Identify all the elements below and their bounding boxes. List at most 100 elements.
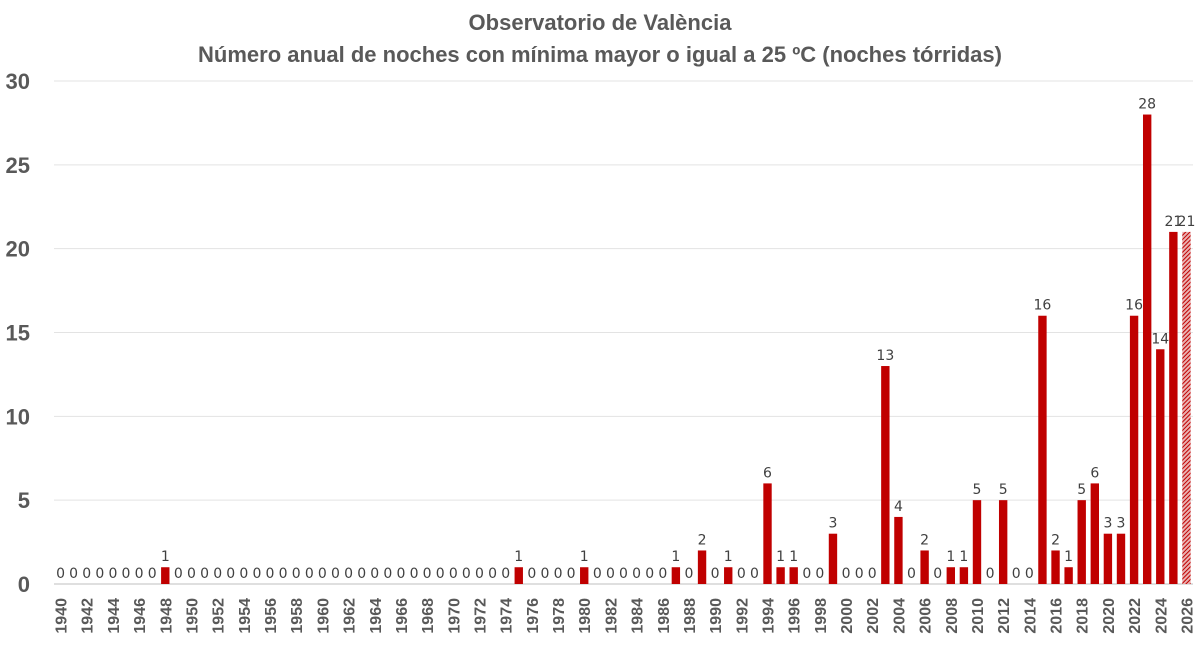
data-label: 0 [56, 566, 65, 582]
data-label: 0 [148, 566, 157, 582]
x-tick-label: 1948 [158, 598, 175, 634]
x-tick-label: 1954 [237, 598, 254, 634]
x-tick-label: 2026 [1179, 598, 1196, 634]
x-tick-label: 1974 [499, 598, 516, 634]
y-tick-label: 5 [18, 488, 30, 513]
data-label: 6 [763, 465, 772, 481]
data-label: 0 [122, 566, 131, 582]
data-label: 0 [632, 566, 641, 582]
data-label: 0 [292, 566, 301, 582]
data-label: 13 [876, 348, 894, 364]
x-tick-label: 2016 [1049, 598, 1066, 634]
x-axis: 1940 1942 1944 1946 1948 1950 1952 1954 1956 1958… [54, 598, 1197, 634]
data-label: 0 [540, 566, 549, 582]
x-tick-label: 1980 [577, 598, 594, 634]
x-tick-label: 1962 [342, 598, 359, 634]
bar [1169, 231, 1178, 584]
bar [946, 567, 955, 584]
chart-subtitle: Número anual de noches con mínima mayor … [198, 42, 1002, 67]
data-label: 0 [475, 566, 484, 582]
data-label: 0 [933, 566, 942, 582]
y-tick-label: 20 [6, 237, 30, 262]
x-tick-label: 1956 [263, 598, 280, 634]
data-label: 0 [174, 566, 183, 582]
x-tick-label: 2006 [918, 598, 935, 634]
bar [763, 483, 772, 584]
x-tick-label: 1978 [551, 598, 568, 634]
data-label: 0 [69, 566, 78, 582]
bar [776, 567, 785, 584]
y-tick-label: 15 [6, 321, 30, 346]
data-label: 0 [318, 566, 327, 582]
x-tick-label: 1986 [656, 598, 673, 634]
data-label: 0 [423, 566, 432, 582]
data-label: 0 [357, 566, 366, 582]
x-tick-label: 1960 [315, 598, 332, 634]
y-tick-label: 25 [6, 153, 30, 178]
data-label: 0 [986, 566, 995, 582]
bar [1103, 533, 1113, 584]
data-label: 3 [1103, 516, 1112, 532]
x-tick-label: 2002 [865, 598, 882, 634]
data-label: 0 [501, 566, 510, 582]
x-tick-label: 2000 [839, 598, 856, 634]
bar [972, 500, 982, 584]
data-label: 5 [999, 482, 1008, 498]
bar [1090, 483, 1099, 584]
data-label: 0 [436, 566, 445, 582]
data-label: 2 [1051, 532, 1060, 548]
x-tick-label: 1950 [184, 598, 201, 634]
x-tick-label: 1992 [734, 598, 751, 634]
data-label: 1 [724, 549, 733, 565]
y-tick-label: 30 [6, 69, 30, 94]
data-label: 0 [842, 566, 851, 582]
data-label: 1 [946, 549, 955, 565]
data-label: 0 [606, 566, 615, 582]
x-tick-label: 1990 [708, 598, 725, 634]
data-label: 5 [1077, 482, 1086, 498]
data-label: 0 [200, 566, 209, 582]
data-label: 0 [410, 566, 419, 582]
data-label: 0 [305, 566, 314, 582]
bar [881, 366, 890, 584]
bar [998, 500, 1008, 584]
bar [1142, 114, 1152, 585]
data-label: 0 [135, 566, 144, 582]
data-label: 0 [331, 566, 340, 582]
data-label: 0 [1025, 566, 1034, 582]
data-label: 0 [593, 566, 602, 582]
data-label: 0 [737, 566, 746, 582]
data-label: 0 [95, 566, 104, 582]
x-tick-label: 1940 [54, 598, 71, 634]
bar [161, 567, 170, 584]
x-tick-label: 1976 [525, 598, 542, 634]
x-tick-label: 1998 [813, 598, 830, 634]
data-label: 0 [279, 566, 288, 582]
data-label: 0 [907, 566, 916, 582]
data-label: 0 [239, 566, 248, 582]
bar [1156, 349, 1165, 584]
data-label: 0 [108, 566, 117, 582]
x-tick-label: 1964 [368, 598, 385, 634]
bar [1051, 550, 1060, 584]
data-label: 0 [554, 566, 563, 582]
data-label: 0 [527, 566, 536, 582]
bar [959, 567, 969, 584]
data-label: 3 [829, 516, 838, 532]
bar [1064, 567, 1073, 584]
y-tick-label: 10 [6, 404, 30, 429]
data-label: 6 [1090, 465, 1099, 481]
data-label: 0 [567, 566, 576, 582]
data-label: 16 [1034, 298, 1052, 314]
data-label: 21 [1164, 214, 1182, 230]
bar [1077, 500, 1086, 584]
x-tick-label: 2024 [1153, 598, 1170, 634]
x-tick-label: 1942 [80, 598, 97, 634]
x-tick-label: 1984 [630, 598, 647, 634]
x-tick-label: 2010 [970, 598, 987, 634]
data-labels: 0 0 0 0 0 0 0 010 0 0 0 0 0 0 0 0 0 0 0 0 0 0 0 0 0 0 0 0 0 0 0 0 010 0 0 0… [56, 97, 1195, 582]
x-tick-label: 1972 [472, 598, 489, 634]
data-label: 0 [449, 566, 458, 582]
x-tick-label: 2020 [1101, 598, 1118, 634]
